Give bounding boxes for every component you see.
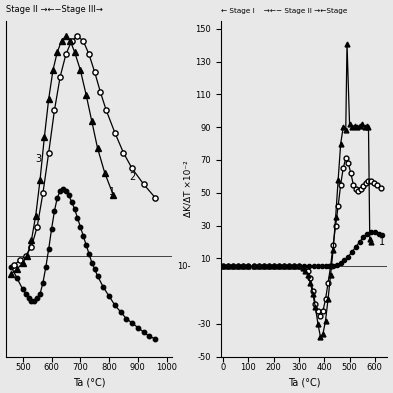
Text: 1: 1: [378, 237, 385, 247]
Text: 2: 2: [129, 172, 136, 182]
Text: 1: 1: [109, 187, 115, 197]
Text: Stage II →←−Stage III→: Stage II →←−Stage III→: [6, 5, 103, 14]
Text: 10-: 10-: [177, 262, 191, 271]
X-axis label: Ta (°C): Ta (°C): [288, 377, 320, 387]
Y-axis label: ΔK/ΔT ×10⁻²: ΔK/ΔT ×10⁻²: [183, 160, 192, 217]
Text: 3: 3: [36, 154, 42, 164]
Text: ← Stage I    →←− Stage II →←Stage: ← Stage I →←− Stage II →←Stage: [220, 8, 347, 14]
X-axis label: Ta (°C): Ta (°C): [73, 377, 105, 387]
